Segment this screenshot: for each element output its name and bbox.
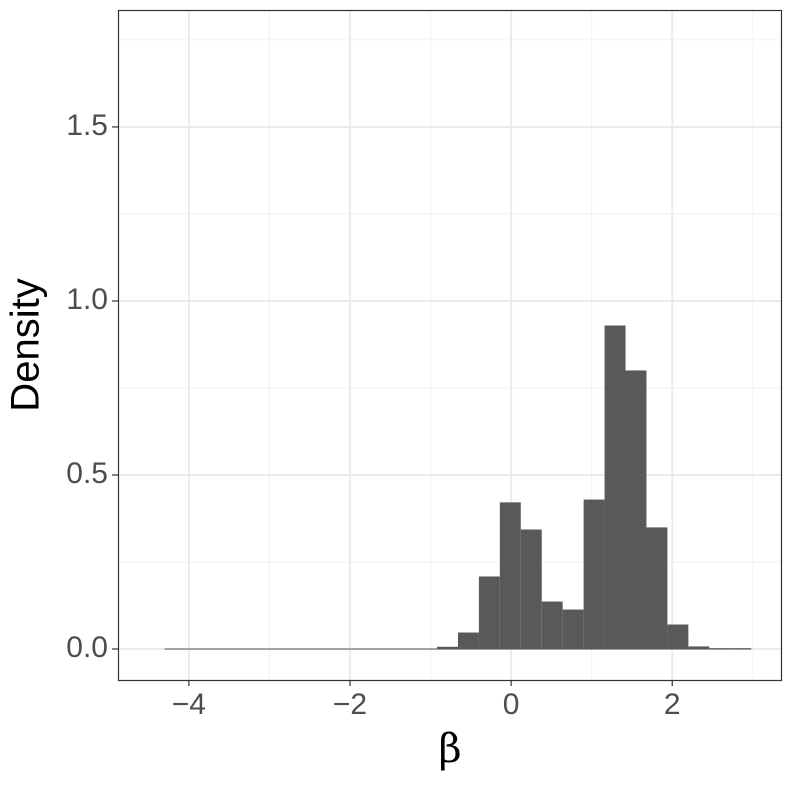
bar bbox=[625, 370, 647, 650]
bar bbox=[248, 648, 270, 650]
bar bbox=[478, 576, 500, 650]
y-tick-label: 0.0 bbox=[66, 631, 108, 664]
x-tick-label: −4 bbox=[172, 688, 206, 721]
panel-border bbox=[117, 9, 783, 682]
bar bbox=[667, 624, 689, 650]
bar bbox=[353, 648, 375, 650]
y-tick-label: 0.5 bbox=[66, 457, 108, 490]
x-tick-label: −2 bbox=[333, 688, 367, 721]
bar bbox=[290, 648, 312, 650]
bar bbox=[457, 632, 479, 650]
bar bbox=[499, 502, 521, 650]
bar bbox=[395, 648, 417, 650]
bar bbox=[311, 648, 333, 650]
x-tick-label: 0 bbox=[503, 688, 520, 721]
x-axis-title: β bbox=[438, 726, 461, 772]
bar bbox=[562, 609, 584, 650]
bar bbox=[604, 325, 626, 650]
bar bbox=[730, 648, 752, 650]
bar bbox=[185, 648, 207, 650]
bar bbox=[227, 648, 249, 650]
bar bbox=[437, 646, 458, 650]
grid bbox=[118, 10, 781, 680]
bar bbox=[332, 648, 354, 650]
bar bbox=[164, 648, 186, 650]
y-tick-label: 1.5 bbox=[66, 109, 108, 142]
bar bbox=[583, 499, 605, 650]
bar bbox=[416, 648, 438, 650]
bar bbox=[709, 648, 731, 650]
axes: −4 −2 0 2 0.0 0.5 1.0 1.5 bbox=[66, 109, 680, 721]
bars bbox=[164, 325, 752, 650]
bar bbox=[206, 648, 228, 650]
bar bbox=[269, 648, 291, 650]
x-tick-label: 2 bbox=[664, 688, 681, 721]
bar bbox=[646, 527, 668, 650]
bar bbox=[520, 529, 542, 650]
bar bbox=[374, 648, 396, 650]
bar bbox=[541, 601, 563, 650]
bar bbox=[688, 646, 710, 650]
y-axis-title: Density bbox=[4, 278, 48, 411]
y-tick-label: 1.0 bbox=[66, 283, 108, 316]
